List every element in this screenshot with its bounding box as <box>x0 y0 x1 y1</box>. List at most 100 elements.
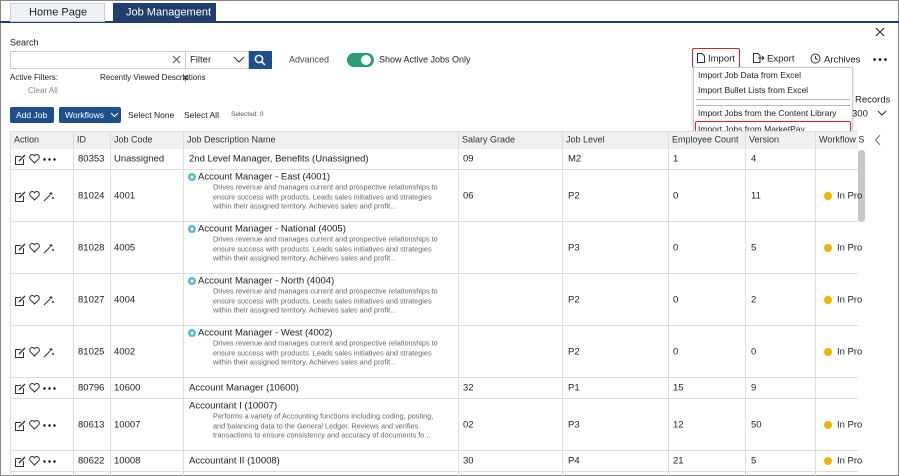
chip-remove[interactable] <box>183 75 189 81</box>
import-icon <box>697 53 705 63</box>
select-none-link[interactable]: Select None <box>128 110 174 120</box>
select-all-link[interactable]: Select All <box>184 110 219 120</box>
job-description: ensure success with products. Leads sale… <box>213 297 432 306</box>
search-label: Search <box>10 38 39 49</box>
job-name[interactable]: Account Manager (10600) <box>189 382 299 393</box>
employee-count: 0 <box>673 190 678 201</box>
status-dot <box>824 421 832 429</box>
chevron <box>234 57 244 63</box>
edit-icon[interactable] <box>15 456 26 467</box>
job-name[interactable]: Accountant II (10008) <box>189 455 280 466</box>
edit-icon[interactable] <box>15 347 26 358</box>
column-divider <box>815 131 816 476</box>
workflow-status: In Pro <box>837 242 862 253</box>
search-input[interactable] <box>10 51 186 69</box>
more-icon[interactable] <box>43 158 56 161</box>
column-divider <box>458 131 459 476</box>
version: 11 <box>751 190 761 201</box>
column-header: Workflow S <box>819 135 864 146</box>
job-code: 10600 <box>114 382 140 393</box>
add-job-label[interactable]: Add Job <box>16 110 47 120</box>
library-icon[interactable] <box>43 191 55 202</box>
library-icon[interactable] <box>43 243 55 254</box>
edit-icon[interactable] <box>15 191 26 202</box>
salary-grade: 06 <box>463 190 474 201</box>
filter-chip: Recently Viewed Descriptions <box>100 73 206 83</box>
column-header: Salary Grade <box>462 135 515 146</box>
job-description: ensure success with products. Leads sale… <box>213 193 432 202</box>
column-header: Action <box>14 135 39 146</box>
column-header: Version <box>749 135 779 146</box>
column-divider <box>562 131 563 476</box>
favorite-icon[interactable] <box>29 243 40 253</box>
job-description: and balancing data to the General Ledger… <box>213 422 418 431</box>
version: 50 <box>751 419 762 430</box>
library-badge <box>188 173 196 181</box>
favorite-icon[interactable] <box>29 295 40 305</box>
clear-all-link[interactable]: Clear All <box>28 86 58 96</box>
favorite-icon[interactable] <box>29 347 40 357</box>
advanced-link[interactable]: Advanced <box>289 55 329 66</box>
edit-icon[interactable] <box>15 154 26 165</box>
menu-item[interactable]: Import Job Data from Excel <box>698 70 801 80</box>
job-id: 81024 <box>78 190 104 201</box>
job-id: 80613 <box>78 419 104 430</box>
job-id: 81027 <box>78 294 104 305</box>
version: 5 <box>751 455 756 466</box>
close-icon[interactable] <box>876 28 885 37</box>
job-id: 81025 <box>78 346 104 357</box>
column-header: ID <box>77 135 86 146</box>
archives-label[interactable]: Archives <box>824 54 860 65</box>
favorite-icon[interactable] <box>29 191 40 201</box>
job-code: 10008 <box>114 455 140 466</box>
job-id: 80796 <box>78 382 104 393</box>
job-id: 81028 <box>78 242 104 253</box>
job-name[interactable]: Account Manager - West (4002) <box>198 327 332 338</box>
more-icon[interactable] <box>873 58 887 61</box>
scrollbar[interactable] <box>858 150 865 222</box>
tab-label[interactable]: Home Page <box>29 6 87 19</box>
job-code: 10007 <box>114 419 140 430</box>
job-description: transactions to ensure consistency and a… <box>213 432 430 441</box>
job-name[interactable]: 2nd Level Manager, Benefits (Unassigned) <box>189 153 369 164</box>
import-label[interactable]: Import <box>708 53 735 64</box>
workflows-label[interactable]: Workflows <box>65 110 104 120</box>
filter-label[interactable]: Filter <box>190 54 211 65</box>
favorite-icon[interactable] <box>29 420 40 430</box>
job-code: 4002 <box>114 346 135 357</box>
job-name[interactable]: Account Manager - National (4005) <box>198 223 346 234</box>
more-icon[interactable] <box>43 460 56 463</box>
edit-icon[interactable] <box>15 243 26 254</box>
chevron <box>111 113 118 117</box>
column-header: Job Description Name <box>187 135 276 146</box>
favorite-icon[interactable] <box>29 456 40 466</box>
edit-icon[interactable] <box>15 383 26 394</box>
clear-icon[interactable] <box>173 56 181 64</box>
more-icon[interactable] <box>43 424 56 427</box>
menu-item[interactable]: Import Bullet Lists from Excel <box>698 85 808 95</box>
job-name[interactable]: Account Manager - East (4001) <box>198 171 330 182</box>
job-name[interactable]: Accountant I (10007) <box>189 400 277 411</box>
records-value[interactable]: 300 <box>852 108 868 119</box>
toggle-label[interactable]: Show Active Jobs Only <box>379 55 471 66</box>
menu-item[interactable]: Import Jobs from the Content Library <box>698 108 836 118</box>
edit-icon[interactable] <box>15 420 26 431</box>
export-label[interactable]: Export <box>767 53 794 64</box>
library-icon[interactable] <box>43 295 55 306</box>
job-level: M2 <box>568 153 581 164</box>
favorite-icon[interactable] <box>29 383 40 393</box>
employee-count: 0 <box>673 294 678 305</box>
job-name[interactable]: Account Manager - North (4004) <box>198 275 334 286</box>
library-icon[interactable] <box>43 347 55 358</box>
export-icon <box>753 53 765 63</box>
tab-label[interactable]: Job Management <box>126 6 211 19</box>
collapse-icon[interactable] <box>875 135 881 145</box>
favorite-icon[interactable] <box>29 154 40 164</box>
job-id: 80622 <box>78 455 104 466</box>
salary-grade: 09 <box>463 153 474 164</box>
job-description: within their assigned territory. Achieve… <box>213 359 396 368</box>
more-icon[interactable] <box>43 387 56 390</box>
status-dot <box>824 244 832 252</box>
edit-icon[interactable] <box>15 295 26 306</box>
column-header: Job Code <box>114 135 153 146</box>
